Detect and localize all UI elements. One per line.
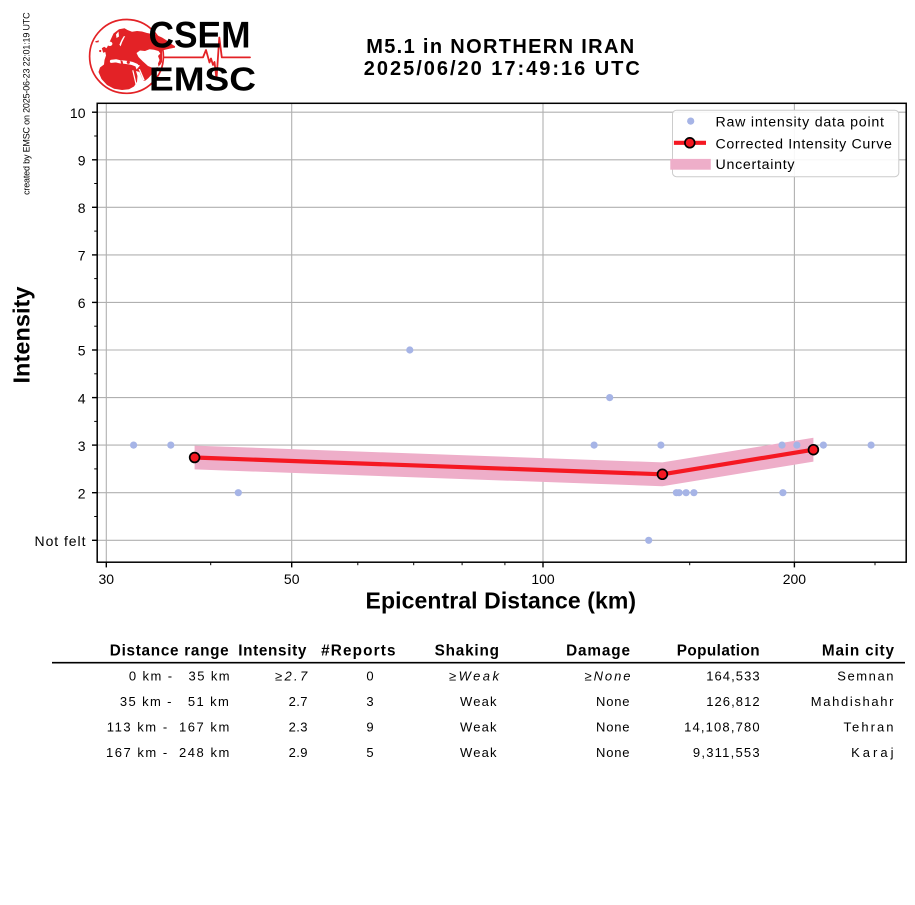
svg-text:≥Weak: ≥Weak: [449, 669, 501, 684]
svg-text:Epicentral Distance (km): Epicentral Distance (km): [366, 588, 637, 614]
svg-text:9: 9: [366, 719, 373, 734]
svg-text:Not felt: Not felt: [35, 533, 86, 549]
svg-text:5: 5: [366, 745, 373, 760]
svg-text:14,108,780: 14,108,780: [684, 719, 760, 734]
svg-text:≥2.7: ≥2.7: [275, 669, 308, 684]
svg-text:2.7: 2.7: [289, 694, 308, 709]
svg-text:#Reports: #Reports: [321, 642, 395, 659]
svg-text:2: 2: [78, 485, 86, 501]
svg-text:EMSC: EMSC: [149, 61, 256, 98]
svg-text:Karaj: Karaj: [851, 745, 894, 760]
svg-text:Weak: Weak: [460, 745, 497, 760]
svg-text:30: 30: [99, 571, 115, 587]
svg-text:Main city: Main city: [822, 642, 895, 659]
svg-text:Mahdishahr: Mahdishahr: [811, 694, 894, 709]
svg-text:None: None: [596, 719, 630, 734]
svg-text:Raw intensity data point: Raw intensity data point: [716, 114, 885, 130]
svg-text:8: 8: [78, 200, 86, 216]
svg-text:6: 6: [78, 295, 86, 311]
svg-text:100: 100: [531, 571, 555, 587]
svg-text:Intensity: Intensity: [238, 642, 307, 659]
svg-text:Shaking: Shaking: [435, 642, 499, 659]
svg-text:None: None: [596, 694, 630, 709]
svg-text:None: None: [596, 745, 630, 760]
svg-text:Population: Population: [677, 642, 760, 659]
svg-text:CSEM: CSEM: [149, 14, 251, 55]
svg-text:Weak: Weak: [460, 719, 497, 734]
svg-text:Weak: Weak: [460, 694, 497, 709]
svg-text:2.3: 2.3: [289, 719, 308, 734]
svg-text:Corrected Intensity Curve: Corrected Intensity Curve: [716, 137, 893, 153]
svg-text:created by EMSC on 2025-06-23: created by EMSC on 2025-06-23 22:01:19 U…: [22, 12, 32, 195]
svg-text:M5.1 in NORTHERN IRAN: M5.1 in NORTHERN IRAN: [366, 36, 634, 58]
svg-text:4: 4: [78, 390, 86, 406]
svg-text:Damage: Damage: [566, 642, 630, 659]
svg-text:113 km - 167 km: 113 km - 167 km: [107, 719, 229, 734]
svg-text:9,311,553: 9,311,553: [693, 745, 760, 760]
svg-text:126,812: 126,812: [706, 694, 759, 709]
svg-text:Distance range: Distance range: [110, 642, 229, 659]
svg-text:5: 5: [78, 343, 86, 359]
svg-text:7: 7: [78, 248, 86, 264]
svg-text:50: 50: [284, 571, 300, 587]
svg-text:2025/06/20 17:49:16 UTC: 2025/06/20 17:49:16 UTC: [364, 58, 640, 80]
svg-text:≥None: ≥None: [585, 669, 631, 684]
svg-text:200: 200: [783, 571, 807, 587]
svg-text:3: 3: [366, 694, 373, 709]
svg-text:3: 3: [78, 438, 86, 454]
svg-text:0: 0: [366, 669, 373, 684]
svg-text:Semnan: Semnan: [837, 669, 893, 684]
svg-text:10: 10: [70, 105, 86, 121]
svg-text:Tehran: Tehran: [844, 719, 894, 734]
svg-text:0 km - 35 km: 0 km - 35 km: [129, 669, 230, 684]
svg-text:9: 9: [78, 153, 86, 169]
svg-text:164,533: 164,533: [706, 669, 759, 684]
svg-text:2.9: 2.9: [289, 745, 308, 760]
svg-text:Intensity: Intensity: [9, 287, 35, 384]
svg-text:35 km - 51 km: 35 km - 51 km: [120, 694, 229, 709]
svg-text:Uncertainty: Uncertainty: [716, 157, 796, 173]
